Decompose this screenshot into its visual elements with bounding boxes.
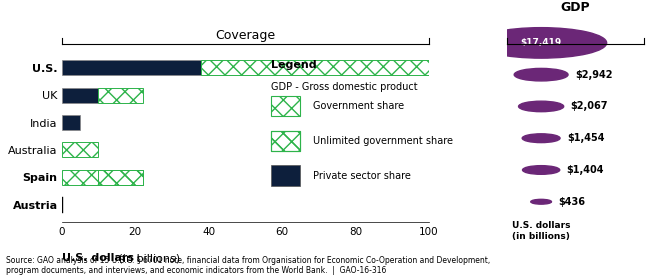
Bar <box>62 60 202 75</box>
Text: Source: GAO analysis of 15 U.S.C. § 6701 note, financial data from Organisation : Source: GAO analysis of 15 U.S.C. § 6701… <box>6 256 491 275</box>
Title: GDP: GDP <box>560 1 590 14</box>
Text: GDP - Gross domestic product: GDP - Gross domestic product <box>271 82 417 92</box>
Bar <box>202 60 429 75</box>
Circle shape <box>531 199 551 204</box>
Text: Unlimited government share: Unlimited government share <box>313 136 453 146</box>
Circle shape <box>523 166 560 174</box>
Bar <box>62 142 99 157</box>
FancyBboxPatch shape <box>271 165 300 186</box>
Text: U.S. dollars
(in billions): U.S. dollars (in billions) <box>512 222 571 241</box>
Text: $2,067: $2,067 <box>571 101 608 111</box>
Text: $1,454: $1,454 <box>567 133 604 143</box>
Text: Government share: Government share <box>313 101 404 111</box>
Bar <box>62 170 99 185</box>
Bar <box>99 170 142 185</box>
Circle shape <box>514 68 568 81</box>
Text: $2,942: $2,942 <box>575 70 612 80</box>
FancyBboxPatch shape <box>271 96 300 116</box>
Circle shape <box>522 134 560 143</box>
Bar <box>62 88 99 103</box>
Text: Private sector share: Private sector share <box>313 171 411 181</box>
Title: Coverage: Coverage <box>215 29 276 42</box>
Text: U.S. dollars: U.S. dollars <box>62 254 134 264</box>
Bar <box>99 88 142 103</box>
Text: Legend: Legend <box>271 60 317 70</box>
Circle shape <box>476 28 606 58</box>
FancyBboxPatch shape <box>271 131 300 151</box>
Text: $17,419: $17,419 <box>521 38 562 47</box>
Text: (in billions): (in billions) <box>114 254 180 264</box>
Bar <box>99 170 142 185</box>
Text: $1,404: $1,404 <box>567 165 604 175</box>
Circle shape <box>519 101 564 112</box>
Bar <box>62 115 80 130</box>
Text: $436: $436 <box>558 197 585 207</box>
